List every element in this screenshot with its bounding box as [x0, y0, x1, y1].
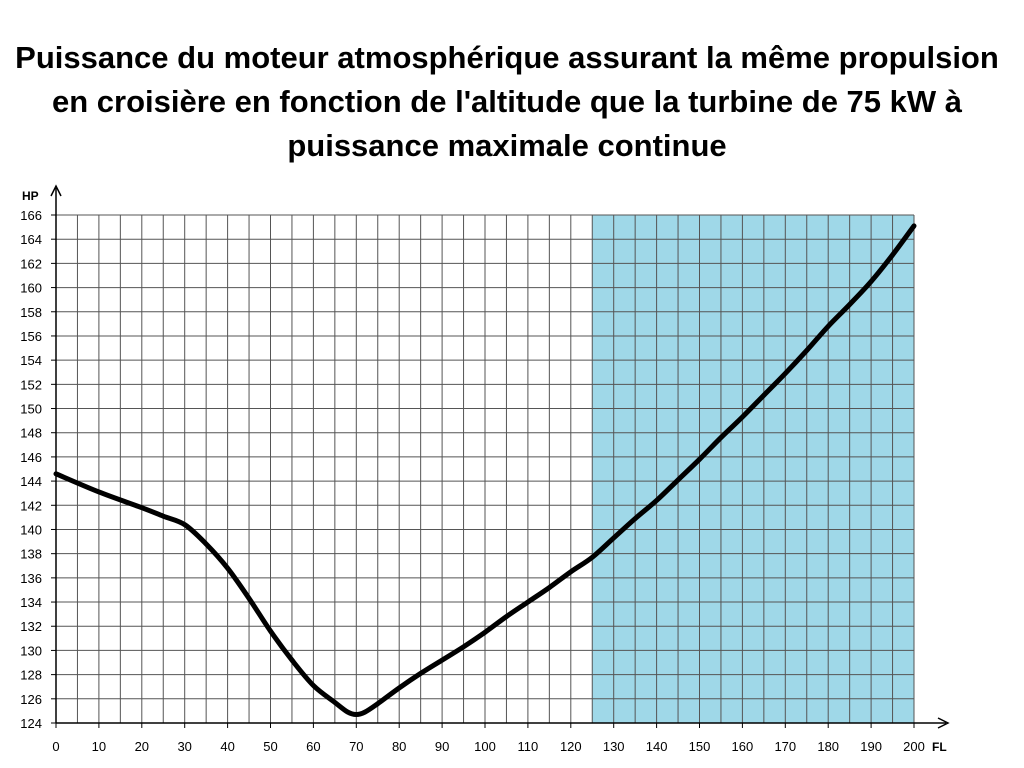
- x-tick-label: 40: [220, 739, 234, 754]
- y-tick-label: 128: [20, 668, 42, 683]
- x-tick-label: 20: [135, 739, 149, 754]
- x-tick-label: 90: [435, 739, 449, 754]
- x-tick-label: 100: [474, 739, 496, 754]
- x-tick-label: 200: [903, 739, 925, 754]
- x-tick-label: 180: [817, 739, 839, 754]
- y-tick-label: 166: [20, 208, 42, 223]
- x-tick-label: 10: [92, 739, 106, 754]
- x-tick-label: 190: [860, 739, 882, 754]
- y-tick-label: 164: [20, 232, 42, 247]
- x-tick-label: 170: [774, 739, 796, 754]
- x-tick-label: 150: [689, 739, 711, 754]
- y-tick-label: 152: [20, 377, 42, 392]
- y-tick-label: 144: [20, 474, 42, 489]
- y-tick-label: 158: [20, 305, 42, 320]
- y-tick-label: 140: [20, 522, 42, 537]
- y-tick-label: 142: [20, 498, 42, 513]
- y-tick-label: 126: [20, 692, 42, 707]
- shaded-region: [592, 215, 914, 723]
- x-tick-label: 60: [306, 739, 320, 754]
- y-tick-label: 136: [20, 571, 42, 586]
- x-axis-label: FL: [932, 740, 947, 754]
- y-tick-label: 132: [20, 619, 42, 634]
- x-axis-arrow: [937, 717, 950, 729]
- y-tick-label: 162: [20, 256, 42, 271]
- axes: [50, 184, 950, 729]
- y-axis-label: HP: [22, 189, 39, 203]
- y-tick-label: 156: [20, 329, 42, 344]
- y-axis-arrow: [50, 184, 62, 197]
- x-tick-label: 70: [349, 739, 363, 754]
- y-tick-label: 160: [20, 281, 42, 296]
- x-tick-label: 50: [263, 739, 277, 754]
- chart-title: Puissance du moteur atmosphérique assura…: [15, 40, 999, 163]
- y-tick-label: 148: [20, 426, 42, 441]
- x-tick-label: 120: [560, 739, 582, 754]
- x-tick-label: 30: [177, 739, 191, 754]
- y-tick-label: 146: [20, 450, 42, 465]
- y-tick-label: 138: [20, 547, 42, 562]
- x-tick-label: 160: [732, 739, 754, 754]
- y-tick-label: 150: [20, 402, 42, 417]
- x-tick-label: 80: [392, 739, 406, 754]
- y-tick-label: 134: [20, 595, 42, 610]
- y-tick-label: 130: [20, 643, 42, 658]
- x-tick-label: 130: [603, 739, 625, 754]
- x-tick-label: 110: [518, 739, 539, 754]
- x-tick-label: 140: [646, 739, 668, 754]
- tick-labels: 124 126 128 130 132 134 136 138 140 142 144 146 148 1…: [20, 208, 925, 754]
- series-line: [53, 223, 917, 718]
- y-tick-label: 154: [20, 353, 42, 368]
- x-tick-label: 0: [52, 739, 59, 754]
- grid: [55, 214, 915, 724]
- y-tick-label: 124: [20, 716, 42, 731]
